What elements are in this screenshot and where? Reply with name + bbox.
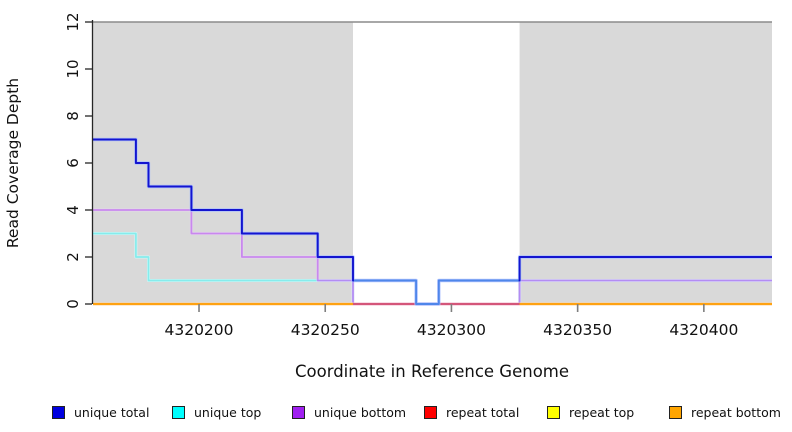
x-axis-label: Coordinate in Reference Genome — [295, 362, 569, 381]
legend-swatch-repeat-total — [424, 405, 437, 419]
legend-label: repeat top — [569, 404, 635, 420]
repeat-shaded-regions — [93, 21, 772, 304]
y-tick-label: 12 — [64, 12, 82, 31]
legend-item-repeat-top: repeat top — [547, 401, 634, 423]
y-tick-label: 0 — [64, 299, 82, 309]
axes: 0 2 4 6 8 10 12 4320200 4320250 4320300 4320350 432… — [64, 12, 738, 339]
x-tick-label: 4320200 — [164, 321, 233, 339]
y-tick-label: 10 — [64, 59, 82, 78]
y-tick-label: 6 — [64, 158, 82, 168]
legend-item-unique-bottom: unique bottom — [292, 401, 406, 423]
legend-swatch-unique-top — [172, 405, 185, 419]
legend-label: repeat total — [446, 404, 520, 420]
legend: unique total unique top unique bottom repea… — [0, 401, 792, 423]
legend-label: unique total — [74, 404, 150, 420]
legend-swatch-unique-bottom — [292, 405, 305, 419]
y-tick-label: 4 — [64, 205, 82, 215]
legend-swatch-repeat-bottom — [669, 405, 682, 419]
y-tick-label: 8 — [64, 111, 82, 121]
legend-label: unique bottom — [314, 404, 407, 420]
x-tick-label: 4320400 — [669, 321, 738, 339]
x-tick-label: 4320300 — [417, 321, 486, 339]
legend-item-unique-top: unique top — [172, 401, 261, 423]
y-axis-label: Read Coverage Depth — [4, 78, 22, 248]
coverage-plot: 0 2 4 6 8 10 12 4320200 4320250 4320300 4320350 432… — [4, 12, 772, 381]
coverage-step-lines — [93, 137, 772, 306]
y-tick-label: 2 — [64, 252, 82, 262]
x-tick-label: 4320250 — [291, 321, 360, 339]
unique-bottom-line — [93, 209, 772, 305]
legend-item-repeat-total: repeat total — [424, 401, 519, 423]
repeat-region-left — [93, 22, 353, 304]
legend-label: repeat bottom — [691, 404, 781, 420]
legend-swatch-unique-total — [52, 405, 65, 419]
x-tick-label: 4320350 — [543, 321, 612, 339]
legend-swatch-repeat-top — [547, 405, 560, 419]
legend-item-unique-total: unique total — [52, 401, 149, 423]
legend-item-repeat-bottom: repeat bottom — [669, 401, 781, 423]
unique-bottom-halo — [93, 208, 772, 306]
repeat-region-right — [519, 22, 772, 304]
legend-label: unique top — [194, 404, 262, 420]
